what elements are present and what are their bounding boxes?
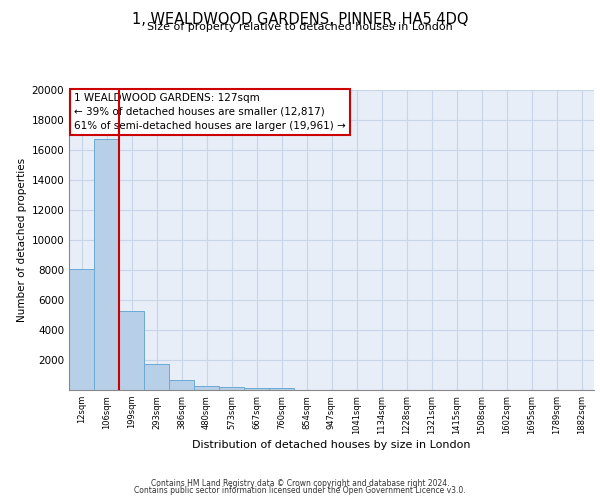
Y-axis label: Number of detached properties: Number of detached properties bbox=[17, 158, 27, 322]
Text: Contains public sector information licensed under the Open Government Licence v3: Contains public sector information licen… bbox=[134, 486, 466, 495]
Bar bbox=[244, 388, 269, 390]
Bar bbox=[194, 386, 219, 390]
Text: 1, WEALDWOOD GARDENS, PINNER, HA5 4DQ: 1, WEALDWOOD GARDENS, PINNER, HA5 4DQ bbox=[132, 12, 468, 28]
Text: Size of property relative to detached houses in London: Size of property relative to detached ho… bbox=[147, 22, 453, 32]
X-axis label: Distribution of detached houses by size in London: Distribution of detached houses by size … bbox=[192, 440, 471, 450]
Bar bbox=[219, 387, 244, 390]
Bar bbox=[269, 388, 294, 390]
Bar bbox=[144, 364, 169, 390]
Text: Contains HM Land Registry data © Crown copyright and database right 2024.: Contains HM Land Registry data © Crown c… bbox=[151, 478, 449, 488]
Bar bbox=[169, 380, 194, 390]
Bar bbox=[94, 140, 119, 390]
Text: 1 WEALDWOOD GARDENS: 127sqm
← 39% of detached houses are smaller (12,817)
61% of: 1 WEALDWOOD GARDENS: 127sqm ← 39% of det… bbox=[74, 93, 346, 131]
Bar bbox=[119, 310, 144, 390]
Bar bbox=[69, 268, 94, 390]
